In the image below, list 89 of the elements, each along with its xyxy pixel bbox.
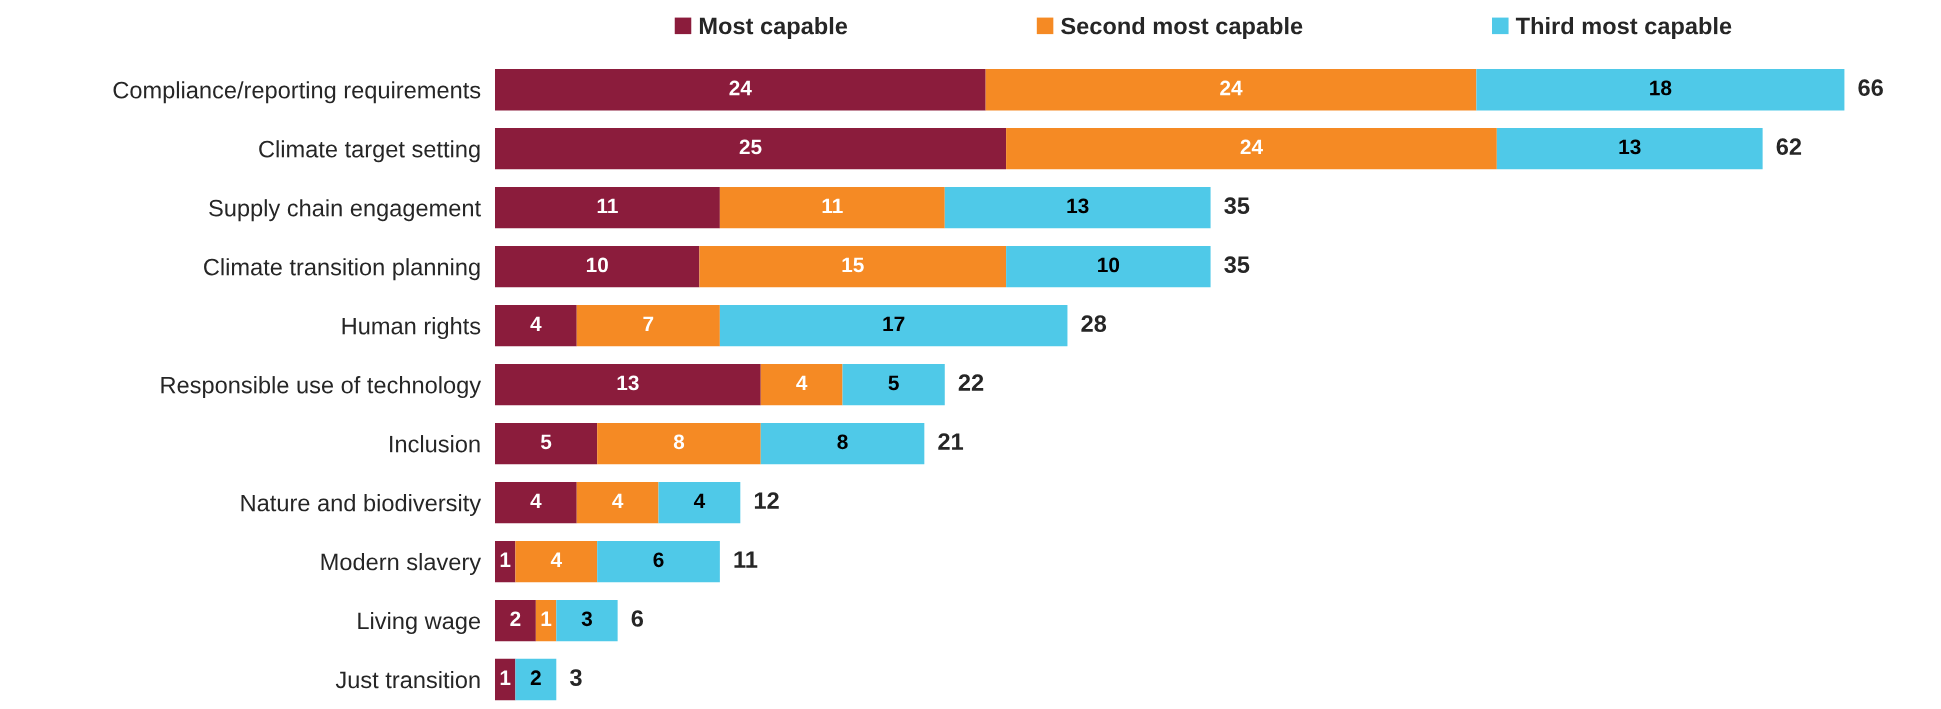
y-tick-label: Climate target setting [259,140,480,163]
data-label: 24 [729,80,752,96]
total-label: 12 [754,492,779,509]
bar [515,658,557,701]
data-label: 6 [653,552,664,568]
total-label: 3 [569,669,582,686]
data-label: 4 [796,375,808,391]
bar [494,363,761,406]
data-label: 25 [739,139,762,155]
total-label: 62 [1776,138,1802,156]
bar [1496,128,1763,170]
bar [494,128,1007,170]
y-tick-label: Supply chain engagement [209,199,481,222]
bar [494,69,986,111]
bar [1006,246,1211,288]
total-label: 35 [1224,197,1250,215]
legend-label: Second most capable [1061,17,1303,40]
data-label: 18 [1650,80,1672,96]
data-label: 2 [530,670,541,685]
bar [494,599,536,642]
bar [494,658,516,701]
bar [719,305,1068,347]
data-label: 1 [500,552,511,567]
bar [494,305,577,347]
data-label: 13 [1619,139,1641,155]
data-label: 13 [1067,198,1089,214]
data-label: 7 [643,316,654,332]
total-label: 35 [1224,256,1250,274]
bar [494,422,598,465]
legend-label: Third most capable [1515,17,1732,40]
data-label: 10 [586,257,608,273]
data-label: 3 [581,611,592,627]
y-tick-label: Nature and biodiversity [241,494,482,517]
bar [494,481,577,524]
bar [576,305,720,347]
bar [658,481,741,524]
legend-label: Most capable [699,17,848,40]
bar [985,69,1477,111]
bar [556,599,618,642]
bar [1476,69,1845,111]
total-label: 22 [958,374,984,391]
bar [494,540,516,583]
y-tick-label: Just transition [335,670,480,689]
y-tick-label: Responsible use of technology [161,376,482,399]
total-label: 66 [1858,79,1883,97]
data-label: 11 [822,198,843,214]
y-tick-label: Human rights [342,317,481,340]
data-label: 1 [500,670,511,685]
data-label: 2 [510,611,521,626]
data-label: 24 [1220,80,1243,96]
bar [494,187,720,229]
y-tick-label: Compliance/reporting requirements [113,81,481,104]
data-label: 8 [837,434,848,450]
bar [576,481,659,524]
total-label: 28 [1081,315,1107,332]
y-tick-label: Living wage [358,611,481,634]
bar [842,363,945,406]
data-label: 4 [612,493,624,508]
bar [760,363,843,406]
total-label: 6 [631,610,644,627]
data-label: 4 [693,493,706,508]
data-label: 15 [842,257,864,273]
bar [944,187,1211,229]
y-tick-label: Climate transition planning [204,258,480,281]
bar [699,246,1007,288]
bar [760,422,925,465]
total-label: 21 [938,433,964,450]
bar [1006,128,1497,170]
bar [494,246,700,288]
data-label: 4 [530,493,542,508]
data-label: 5 [540,434,552,450]
data-label: 4 [530,316,542,332]
data-label: 4 [550,552,562,567]
data-label: 24 [1240,139,1263,155]
data-label: 11 [597,198,618,214]
data-label: 10 [1098,257,1120,273]
bar [597,540,720,583]
y-tick-label: Inclusion [390,435,480,453]
data-label: 17 [883,316,905,332]
data-label: 5 [888,375,899,391]
bar [719,187,945,229]
bar [597,422,761,465]
data-label: 13 [617,375,639,391]
bar [535,599,557,642]
data-label: 8 [673,434,685,450]
y-tick-label: Modern slavery [321,553,482,576]
bar [515,540,598,583]
total-label: 11 [734,551,758,568]
data-label: 1 [541,611,552,626]
